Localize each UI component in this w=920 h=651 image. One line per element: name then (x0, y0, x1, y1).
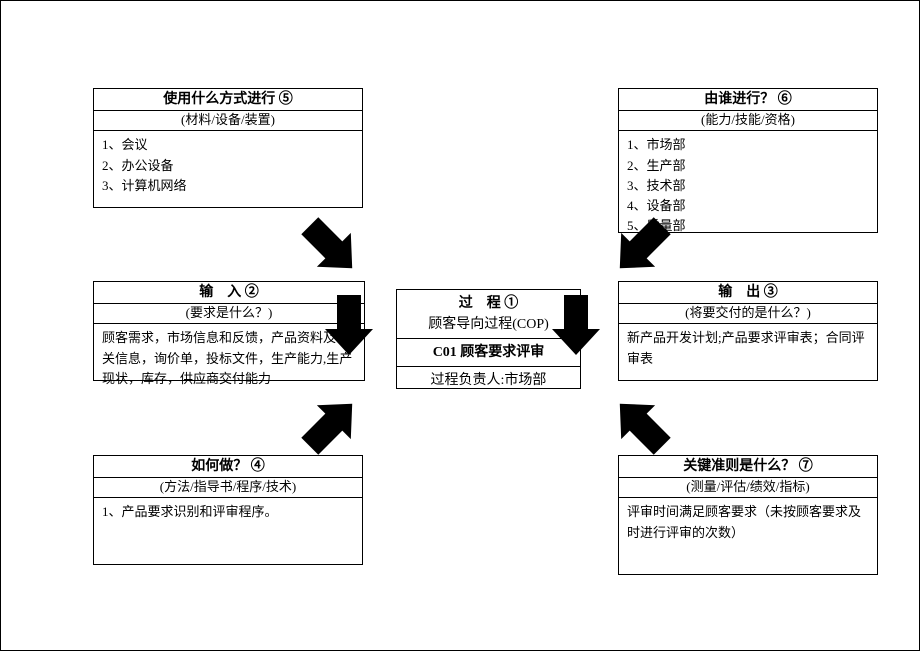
box-method-title: 使用什么方式进行 ⑤ (94, 89, 362, 111)
process-title: 过 程 ① (459, 296, 519, 311)
process-owner: 过程负责人:市场部 (397, 367, 580, 394)
body-line: 3、技术部 (627, 176, 869, 196)
box-method: 使用什么方式进行 ⑤ (材料/设备/装置) 1、会议2、办公设备3、计算机网络 (93, 88, 363, 208)
arrow-icon (546, 301, 606, 349)
box-method-body: 1、会议2、办公设备3、计算机网络 (94, 131, 362, 199)
body-line: 新产品开发计划;产品要求评审表；合同评审表 (627, 328, 869, 368)
process-subtitle: 顾客导向过程(COP) (428, 317, 549, 332)
arrow-icon (611, 223, 671, 271)
box-how-body: 1、产品要求识别和评审程序。 (94, 498, 362, 526)
box-who-title: 由谁进行？ ⑥ (619, 89, 877, 111)
body-line: 2、生产部 (627, 156, 869, 176)
body-line: 顾客需求，市场信息和反馈，产品资料及相关信息，询价单，投标文件，生产能力,生产现… (102, 328, 356, 388)
box-how: 如何做？ ④ (方法/指导书/程序/技术) 1、产品要求识别和评审程序。 (93, 455, 363, 565)
arrow-icon (301, 401, 361, 449)
body-line: 评审时间满足顾客要求（未按顾客要求及时进行评审的次数） (627, 502, 869, 542)
box-method-subtitle: (材料/设备/装置) (94, 111, 362, 132)
arrow-icon (611, 401, 671, 449)
body-line: 1、会议 (102, 135, 354, 155)
box-how-subtitle: (方法/指导书/程序/技术) (94, 478, 362, 499)
arrow-icon (319, 301, 379, 349)
box-kpi-subtitle: (测量/评估/绩效/指标) (619, 478, 877, 499)
box-output: 输 出 ③ (将要交付的是什么？) 新产品开发计划;产品要求评审表；合同评审表 (618, 281, 878, 381)
turtle-diagram: 使用什么方式进行 ⑤ (材料/设备/装置) 1、会议2、办公设备3、计算机网络 … (0, 0, 920, 651)
box-kpi-body: 评审时间满足顾客要求（未按顾客要求及时进行评审的次数） (619, 498, 877, 546)
box-who: 由谁进行？ ⑥ (能力/技能/资格) 1、市场部2、生产部3、技术部4、设备部5… (618, 88, 878, 233)
body-line: 3、计算机网络 (102, 176, 354, 196)
box-output-subtitle: (将要交付的是什么？) (619, 304, 877, 325)
box-how-title: 如何做？ ④ (94, 456, 362, 478)
body-line: 1、产品要求识别和评审程序。 (102, 502, 354, 522)
arrow-icon (301, 223, 361, 271)
box-output-body: 新产品开发计划;产品要求评审表；合同评审表 (619, 324, 877, 372)
body-line: 1、市场部 (627, 135, 869, 155)
box-kpi: 关键准则是什么？ ⑦ (测量/评估/绩效/指标) 评审时间满足顾客要求（未按顾客… (618, 455, 878, 575)
body-line: 2、办公设备 (102, 156, 354, 176)
body-line: 4、设备部 (627, 196, 869, 216)
box-kpi-title: 关键准则是什么？ ⑦ (619, 456, 877, 478)
box-output-title: 输 出 ③ (619, 282, 877, 304)
box-who-subtitle: (能力/技能/资格) (619, 111, 877, 132)
